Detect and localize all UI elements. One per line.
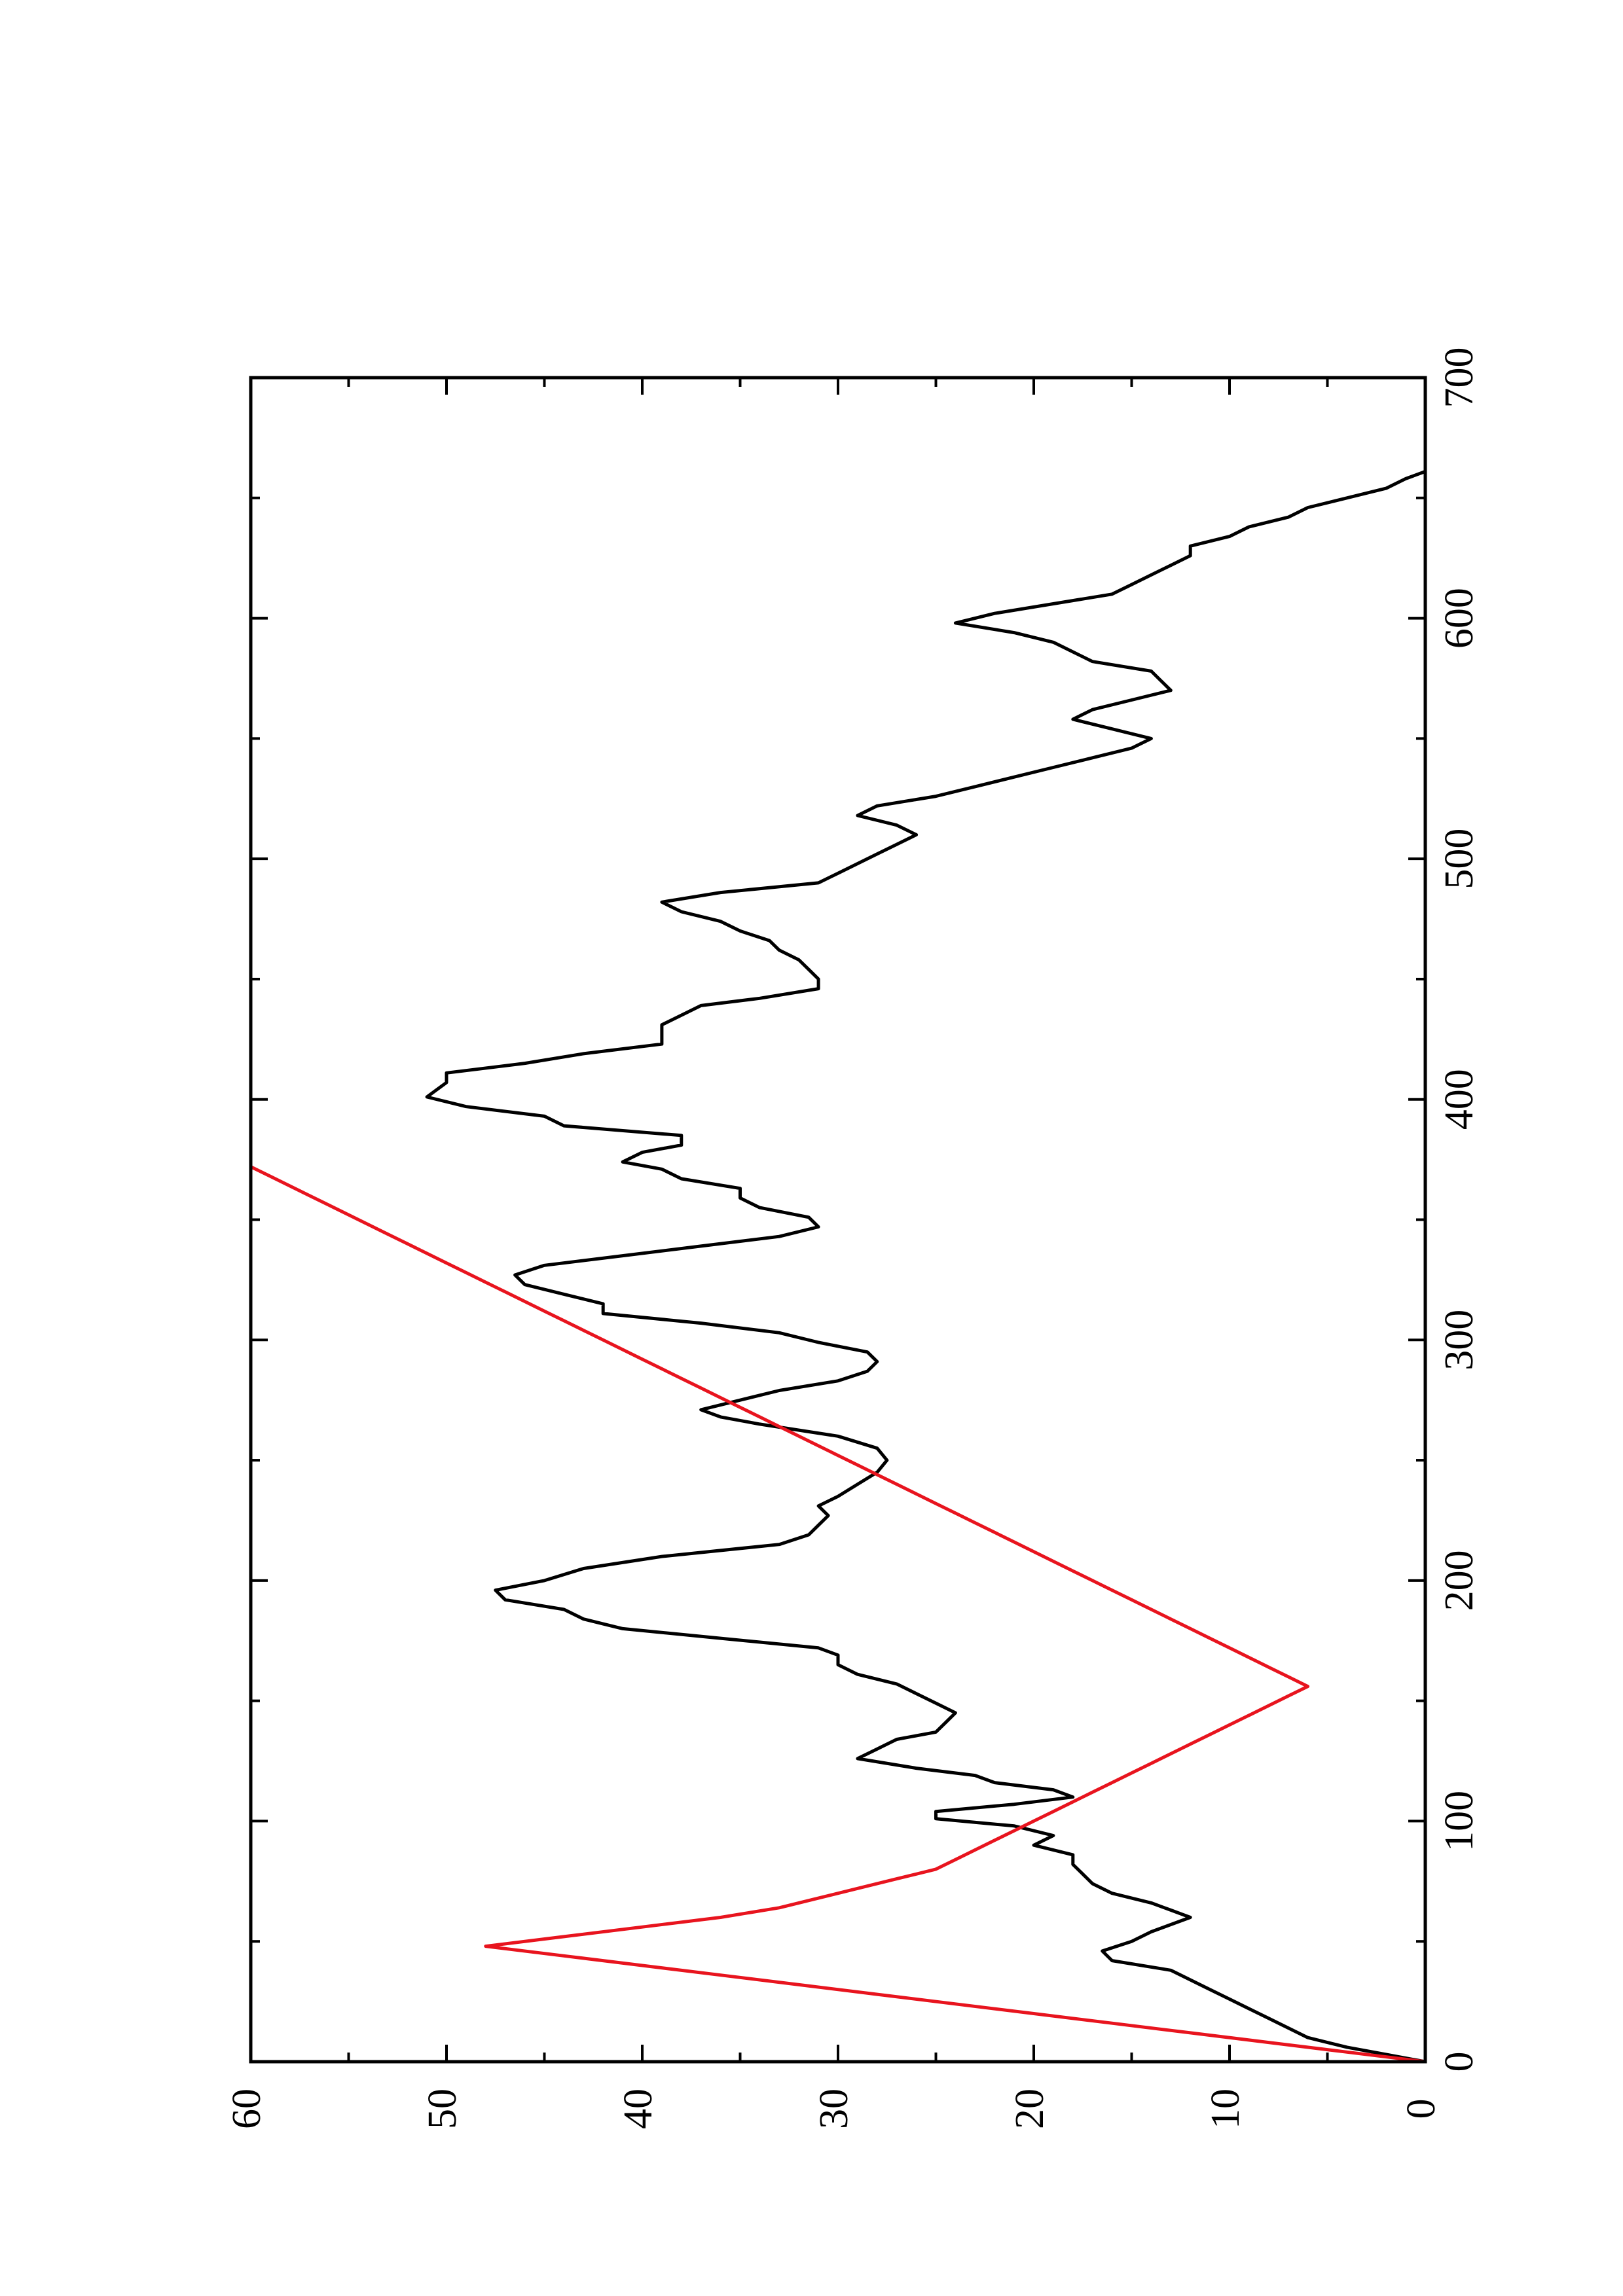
x-tick-label: 300 <box>1437 1310 1482 1371</box>
y-tick-label: 40 <box>616 2089 661 2129</box>
y-tick-label: 20 <box>1008 2089 1052 2129</box>
x-tick-label: 400 <box>1437 1069 1482 1130</box>
x-tick-label: 200 <box>1437 1550 1482 1611</box>
plot-area: 0 100 200 300 400 500 600 700 0 10 20 30 40 50 60 <box>225 348 1482 2130</box>
y-tick-label: 50 <box>420 2089 465 2129</box>
x-tick-label: 0 <box>1437 2052 1482 2072</box>
plot-frame <box>249 376 1427 2064</box>
x-tick-label: 700 <box>1437 348 1482 408</box>
series-line-1 <box>425 469 1427 2064</box>
y-tick-label: 30 <box>812 2089 856 2129</box>
x-tick-label: 600 <box>1437 588 1482 649</box>
x-tick-label: 500 <box>1437 829 1482 889</box>
y-tick-label: 60 <box>225 2089 269 2129</box>
x-tick-label: 100 <box>1437 1791 1482 1852</box>
y-tick-label: 0 <box>1399 2099 1444 2119</box>
y-tick-label: 10 <box>1203 2089 1248 2129</box>
series-line-2 <box>249 1165 1427 2064</box>
